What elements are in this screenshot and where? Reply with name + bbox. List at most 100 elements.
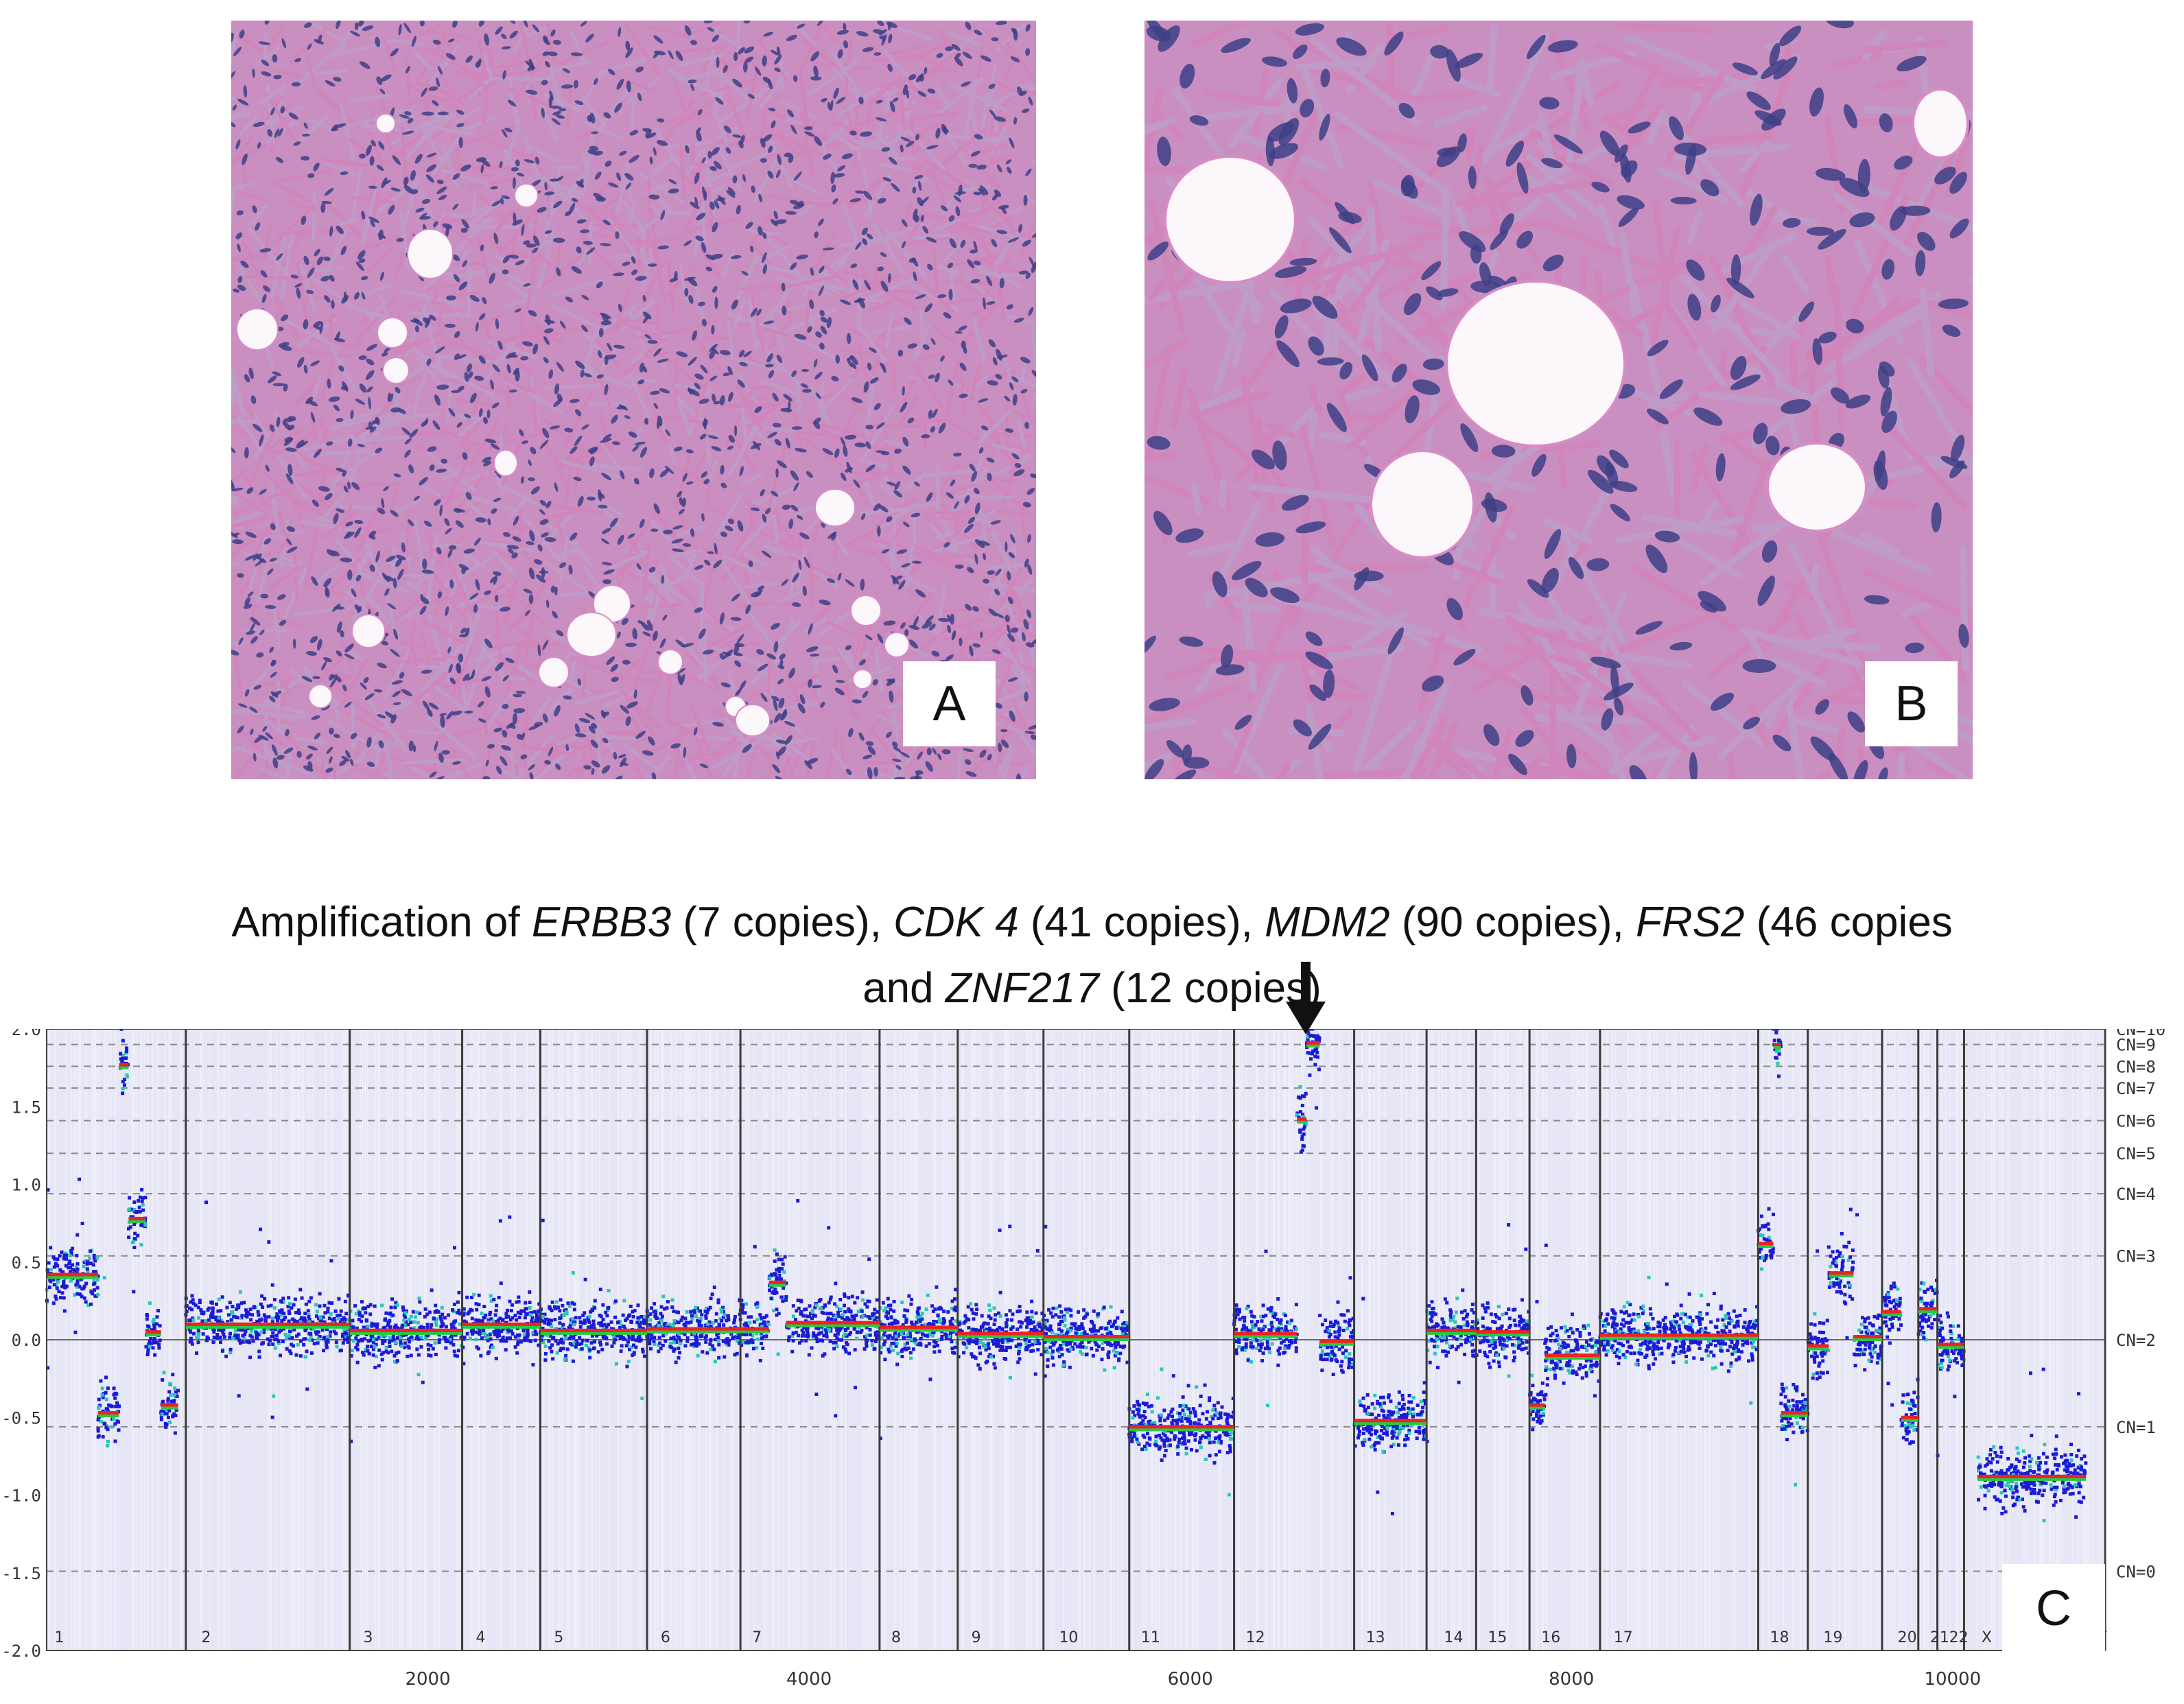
probe-point [826, 1316, 830, 1321]
probe-point [1658, 1321, 1662, 1325]
probe-point [1280, 1341, 1284, 1345]
probe-point [500, 1338, 504, 1342]
probe-point [279, 1329, 283, 1333]
probe-point [1208, 1420, 1212, 1424]
probe-point [474, 1318, 478, 1322]
probe-point [187, 1318, 191, 1323]
probe-point [1555, 1334, 1560, 1338]
probe-point [1040, 1353, 1044, 1357]
probe-point [1580, 1345, 1584, 1349]
probe-point [1493, 1321, 1497, 1325]
probe-point [506, 1308, 510, 1312]
probe-point [1176, 1444, 1180, 1448]
probe-point [393, 1360, 397, 1364]
probe-point [1652, 1362, 1656, 1366]
probe-point [979, 1325, 983, 1329]
probe-point [1318, 1314, 1322, 1318]
probe-point [1223, 1412, 1228, 1416]
probe-point [1066, 1341, 1070, 1345]
probe-point [690, 1316, 694, 1321]
probe-point [1004, 1321, 1008, 1325]
probe-point [75, 1267, 80, 1271]
probe-point [1728, 1345, 1733, 1349]
probe-point [895, 1362, 900, 1366]
probe-point [1082, 1332, 1086, 1336]
probe-point [863, 1302, 867, 1306]
probe-point [58, 1268, 62, 1272]
probe-point [708, 1342, 712, 1346]
probe-point [228, 1332, 233, 1336]
probe-point [1545, 1383, 1549, 1387]
probe-point [1510, 1342, 1514, 1347]
probe-point [1746, 1329, 1750, 1334]
probe-point [933, 1307, 937, 1311]
probe-point [515, 1318, 519, 1322]
probe-point [338, 1313, 342, 1317]
probe-point [707, 1307, 711, 1312]
probe-point [323, 1311, 327, 1315]
probe-point [341, 1332, 345, 1336]
probe-point [642, 1318, 646, 1322]
probe-point [1201, 1434, 1205, 1438]
probe-point [388, 1345, 392, 1349]
probe-point [368, 1312, 373, 1316]
probe-point [1427, 1304, 1431, 1308]
probe-point [985, 1360, 989, 1364]
caption-text: (46 copies [1744, 899, 1953, 946]
probe-point [1234, 1327, 1238, 1332]
probe-point [95, 1286, 99, 1290]
probe-point [1378, 1434, 1382, 1439]
probe-point [726, 1314, 730, 1318]
probe-point [362, 1325, 366, 1329]
probe-point [1199, 1436, 1203, 1441]
probe-point [1445, 1340, 1449, 1345]
probe-point [987, 1355, 991, 1359]
probe-point [484, 1313, 488, 1317]
probe-point [1119, 1345, 1123, 1349]
probe-point [797, 1341, 801, 1345]
probe-point [1276, 1297, 1280, 1301]
probe-point [1553, 1362, 1558, 1366]
probe-point [1294, 1346, 1298, 1350]
probe-point [318, 1334, 322, 1338]
probe-point [1536, 1399, 1540, 1403]
probe-point [67, 1262, 71, 1266]
probe-point [1241, 1346, 1245, 1350]
probe-point [1143, 1416, 1147, 1420]
probe-point [309, 1334, 313, 1338]
probe-point [285, 1347, 289, 1351]
probe-point [1063, 1324, 1067, 1328]
probe-point [1411, 1396, 1416, 1400]
probe-point [1610, 1338, 1614, 1342]
probe-point [561, 1314, 565, 1318]
probe-point [900, 1332, 904, 1336]
probe-point [709, 1297, 713, 1301]
probe-point [152, 1327, 156, 1331]
probe-point [504, 1348, 508, 1352]
probe-point [1144, 1447, 1148, 1451]
probe-point [371, 1353, 375, 1357]
probe-point [716, 1336, 720, 1340]
probe-point [1343, 1355, 1348, 1359]
probe-point [967, 1341, 971, 1345]
probe-point [865, 1333, 869, 1337]
probe-point [835, 1304, 839, 1308]
probe-point [449, 1340, 454, 1344]
probe-point [1386, 1413, 1390, 1417]
probe-point [770, 1285, 774, 1289]
probe-point [525, 1312, 529, 1316]
probe-point [519, 1312, 523, 1316]
probe-point [1467, 1338, 1471, 1342]
probe-point [988, 1353, 992, 1357]
probe-point [430, 1323, 434, 1327]
probe-point [162, 1410, 166, 1414]
probe-point [825, 1335, 829, 1339]
probe-point [1112, 1320, 1116, 1324]
probe-point [938, 1320, 942, 1324]
probe-point [791, 1339, 795, 1343]
probe-point [598, 1340, 602, 1345]
probe-point [487, 1350, 491, 1354]
probe-point [654, 1316, 658, 1320]
probe-point [1237, 1310, 1241, 1314]
probe-point [1279, 1318, 1283, 1322]
